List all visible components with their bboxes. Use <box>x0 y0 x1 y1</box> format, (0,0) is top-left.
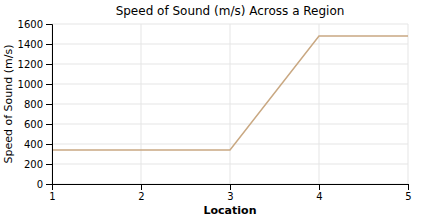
axis-line <box>53 185 409 191</box>
tick: 1000 <box>18 79 52 90</box>
y-axis: 0 200 400 600 800 1000 1200 1400 1600 <box>18 19 53 190</box>
tick: 5 <box>405 184 411 202</box>
grid-line-y <box>52 104 408 105</box>
tick-mark <box>46 144 52 145</box>
tick-label: 2 <box>138 191 144 202</box>
chart-container: 1 2 3 4 5 0 200 400 600 800 1000 1200 1400 1600 Speed … <box>0 0 422 220</box>
tick-label: 1200 <box>18 59 43 70</box>
tick-label: 200 <box>24 159 43 170</box>
tick: 1400 <box>18 39 52 50</box>
tick-label: 400 <box>24 139 43 150</box>
tick-mark <box>230 184 231 190</box>
tick-mark <box>408 184 409 190</box>
tick-label: 5 <box>405 191 411 202</box>
axis-line <box>46 25 53 185</box>
tick-mark <box>46 184 52 185</box>
tick-label: 1 <box>49 191 55 202</box>
tick-label: 0 <box>37 179 43 190</box>
tick: 200 <box>24 159 52 170</box>
grid-line-y <box>52 64 408 65</box>
tick-mark <box>46 64 52 65</box>
tick: 600 <box>24 119 52 130</box>
tick-label: 1600 <box>18 19 43 30</box>
tick-label: 1000 <box>18 79 43 90</box>
tick-mark <box>319 184 320 190</box>
grid-line-y <box>52 84 408 85</box>
tick-mark <box>46 24 52 25</box>
tick: 1600 <box>18 19 52 30</box>
data-line <box>52 36 408 150</box>
chart-title: Speed of Sound (m/s) Across a Region <box>116 4 345 18</box>
tick: 0 <box>37 179 52 190</box>
x-axis-title: Location <box>204 204 257 217</box>
chart: 1 2 3 4 5 0 200 400 600 800 1000 1200 1400 1600 Speed … <box>0 0 422 220</box>
tick-mark <box>46 124 52 125</box>
grid-line-y <box>52 44 408 45</box>
tick: 3 <box>227 184 233 202</box>
tick: 1 <box>49 184 55 202</box>
tick-mark <box>46 164 52 165</box>
tick-mark <box>46 84 52 85</box>
grid-line-y <box>52 164 408 165</box>
tick: 400 <box>24 139 52 150</box>
tick: 4 <box>316 184 322 202</box>
tick: 800 <box>24 99 52 110</box>
tick-mark <box>46 104 52 105</box>
x-axis: 1 2 3 4 5 <box>49 184 411 202</box>
tick-mark <box>141 184 142 190</box>
grid-line-y <box>52 124 408 125</box>
tick-label: 1400 <box>18 39 43 50</box>
tick: 1200 <box>18 59 52 70</box>
tick-label: 800 <box>24 99 43 110</box>
tick: 2 <box>138 184 144 202</box>
tick-label: 600 <box>24 119 43 130</box>
grid-line-y <box>52 24 408 25</box>
y-axis-title: Speed of Sound (m/s) <box>2 45 15 164</box>
plot-area <box>52 36 408 150</box>
grid <box>52 24 408 184</box>
tick-label: 3 <box>227 191 233 202</box>
tick-mark <box>46 44 52 45</box>
tick-label: 4 <box>316 191 322 202</box>
grid-line-y <box>52 144 408 145</box>
